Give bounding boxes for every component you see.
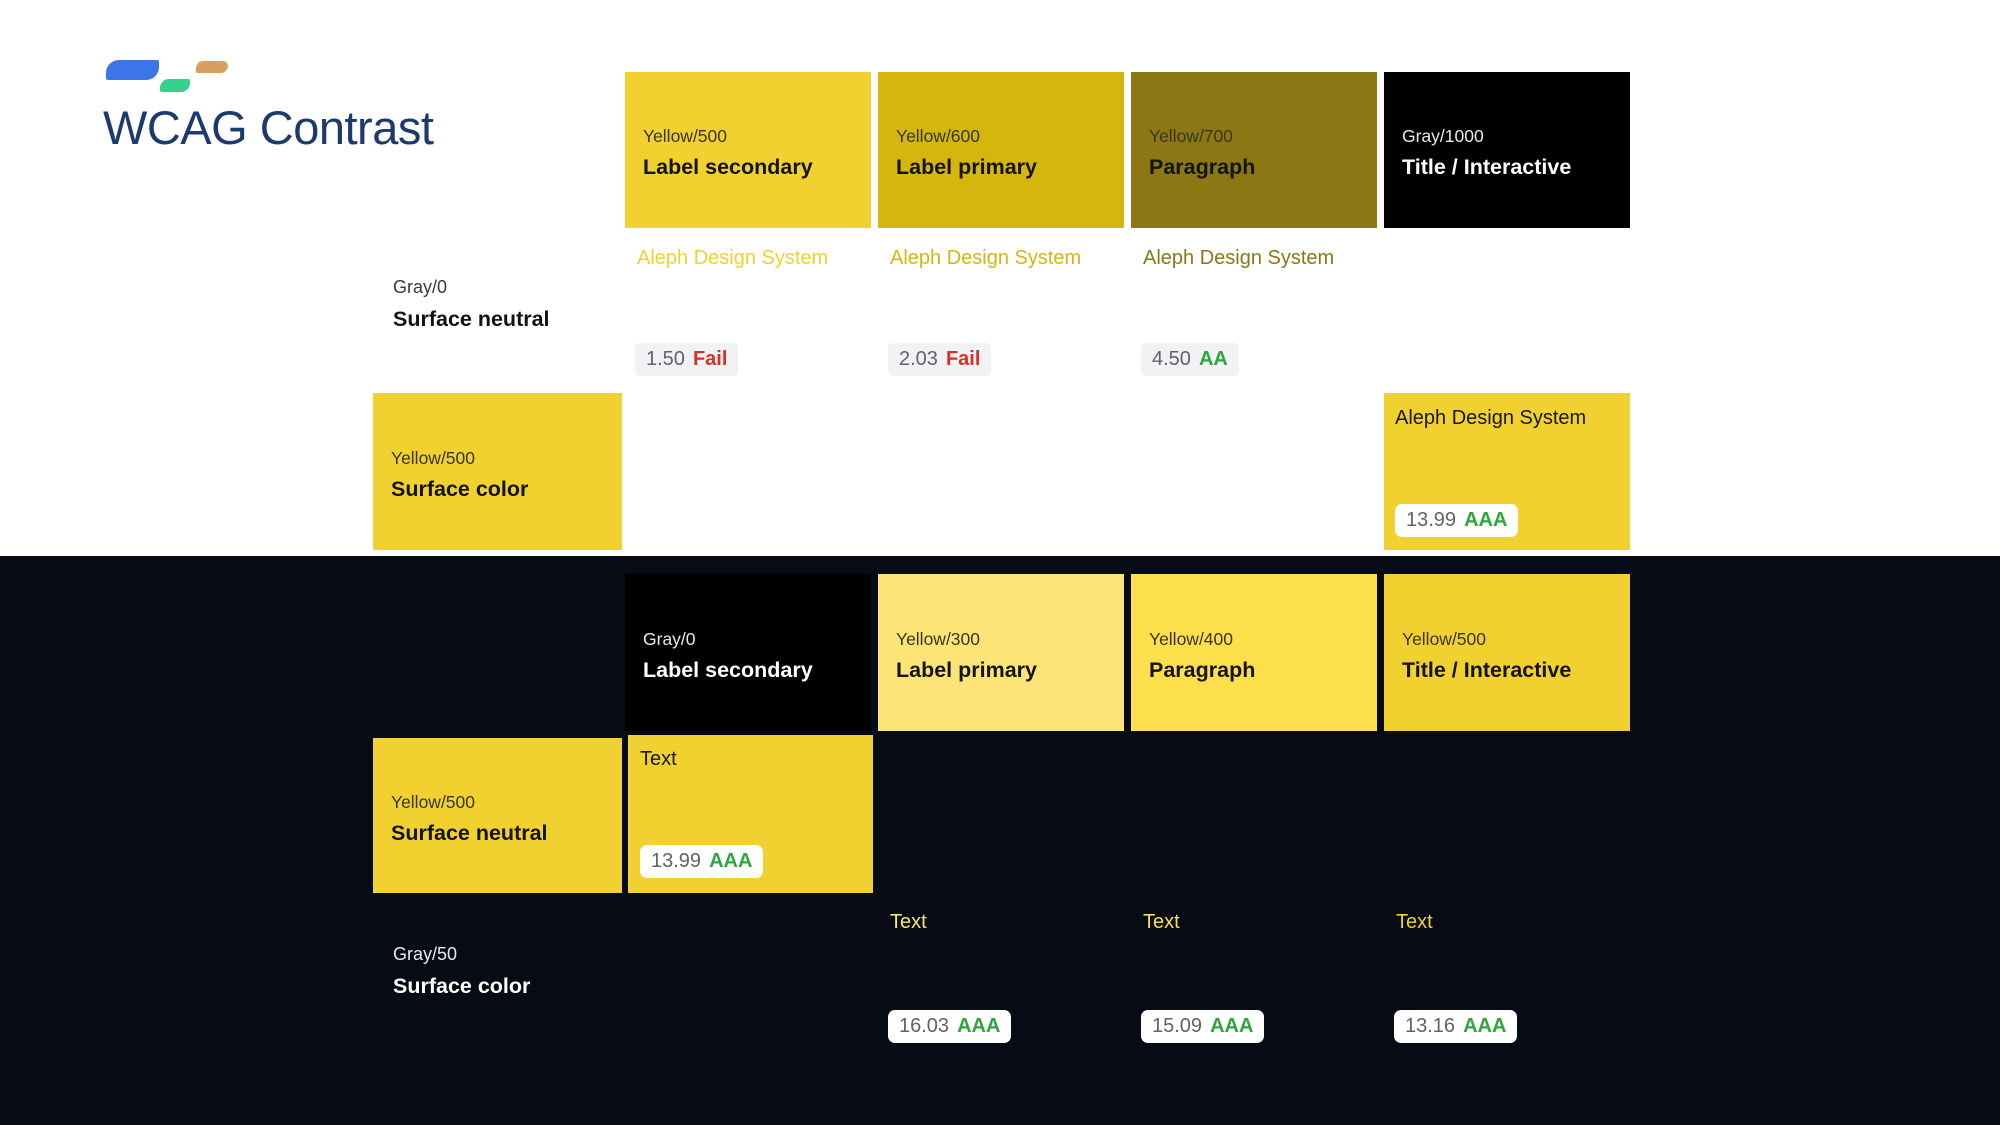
logo-leaf-green-icon <box>160 79 190 92</box>
sample-text-yellow-500: Aleph Design System <box>637 247 829 269</box>
surface-token: Gray/0 <box>393 277 448 297</box>
swatch-role: Label primary <box>896 155 1037 179</box>
swatch-token: Yellow/400 <box>1149 628 1234 649</box>
contrast-badge: 16.03 AAA <box>888 1010 1012 1043</box>
contrast-level: AAA <box>1464 509 1508 531</box>
swatch-token: Yellow/500 <box>391 447 476 468</box>
swatch-role: Label secondary <box>643 155 813 179</box>
contrast-badge: 2.03 Fail <box>888 343 992 376</box>
contrast-ratio: 2.03 <box>899 348 938 370</box>
result-sample-text: Text <box>640 748 677 770</box>
contrast-badge: 13.16 AAA <box>1394 1010 1518 1043</box>
contrast-level: AAA <box>1210 1015 1254 1037</box>
swatch-gray-1000-title-interactive: Gray/1000 Title / Interactive <box>1384 72 1630 228</box>
swatch-role: Title / Interactive <box>1402 155 1572 179</box>
surface-color-label: Gray/50 Surface color <box>393 944 530 999</box>
contrast-badge: 1.50 Fail <box>635 343 739 376</box>
swatch-yellow-400-paragraph: Yellow/400 Paragraph <box>1131 574 1377 731</box>
contrast-badge: 4.50 AA <box>1141 343 1239 376</box>
swatch-yellow-500-surface-neutral: Yellow/500 Surface neutral <box>373 738 622 893</box>
swatch-token: Yellow/700 <box>1149 126 1234 146</box>
contrast-level: Fail <box>692 348 728 370</box>
sample-text-yellow-300: Text <box>890 911 927 933</box>
logo-leaf-blue-icon <box>106 60 159 80</box>
contrast-ratio: 4.50 <box>1152 348 1191 370</box>
swatch-role: Surface neutral <box>391 820 548 845</box>
logo-leaf-orange-icon <box>196 61 228 73</box>
surface-role: Surface neutral <box>393 307 550 331</box>
surface-role: Surface color <box>393 974 531 998</box>
swatch-token: Gray/0 <box>643 628 696 649</box>
swatch-token: Yellow/500 <box>391 791 476 812</box>
contrast-ratio: 1.50 <box>646 348 685 370</box>
contrast-ratio: 15.09 <box>1152 1015 1203 1037</box>
sample-text-yellow-700: Aleph Design System <box>1143 247 1335 269</box>
contrast-level: AAA <box>957 1015 1001 1037</box>
result-swatch-gray0-on-yellow500: Text 13.99 AAA <box>628 735 873 893</box>
contrast-ratio: 13.16 <box>1405 1015 1456 1037</box>
swatch-yellow-500-label-secondary: Yellow/500 Label secondary <box>625 72 871 228</box>
swatch-yellow-500-surface-color: Yellow/500 Surface color <box>373 393 622 550</box>
swatch-token: Yellow/500 <box>1402 628 1487 649</box>
sample-text-yellow-600: Aleph Design System <box>890 247 1082 269</box>
sample-text-yellow-500: Text <box>1396 911 1433 933</box>
swatch-yellow-600-label-primary: Yellow/600 Label primary <box>878 72 1124 228</box>
contrast-level: AAA <box>709 850 753 872</box>
swatch-yellow-300-label-primary: Yellow/300 Label primary <box>878 574 1124 731</box>
result-sample-text: Aleph Design System <box>1395 407 1587 429</box>
surface-token: Gray/50 <box>393 944 458 964</box>
contrast-level: AA <box>1198 348 1228 370</box>
swatch-role: Label secondary <box>643 657 813 682</box>
result-swatch-gray1000-on-yellow500: Aleph Design System 13.99 AAA <box>1384 393 1630 550</box>
swatch-role: Label primary <box>896 657 1037 682</box>
contrast-ratio: 13.99 <box>651 850 702 872</box>
contrast-ratio: 16.03 <box>899 1015 950 1037</box>
swatch-role: Paragraph <box>1149 657 1256 682</box>
swatch-token: Yellow/500 <box>643 126 728 146</box>
page-title: WCAG Contrast <box>103 101 434 154</box>
swatch-role: Paragraph <box>1149 155 1256 179</box>
sample-text-yellow-400: Text <box>1143 911 1180 933</box>
aleph-logo <box>106 58 236 98</box>
swatch-token: Yellow/600 <box>896 126 981 146</box>
swatch-token: Gray/1000 <box>1402 126 1484 146</box>
contrast-badge: 13.99 AAA <box>640 845 764 878</box>
swatch-role: Surface color <box>391 476 529 501</box>
contrast-level: AAA <box>1463 1015 1507 1037</box>
swatch-yellow-700-paragraph: Yellow/700 Paragraph <box>1131 72 1377 228</box>
contrast-level: Fail <box>945 348 981 370</box>
surface-neutral-label: Gray/0 Surface neutral <box>393 277 550 332</box>
swatch-gray-0-label-secondary: Gray/0 Label secondary <box>625 574 871 731</box>
swatch-role: Title / Interactive <box>1402 657 1572 682</box>
contrast-badge: 15.09 AAA <box>1141 1010 1265 1043</box>
contrast-ratio: 13.99 <box>1406 509 1457 531</box>
contrast-badge: 13.99 AAA <box>1395 504 1519 537</box>
swatch-yellow-500-title-interactive: Yellow/500 Title / Interactive <box>1384 574 1630 731</box>
swatch-token: Yellow/300 <box>896 628 981 649</box>
